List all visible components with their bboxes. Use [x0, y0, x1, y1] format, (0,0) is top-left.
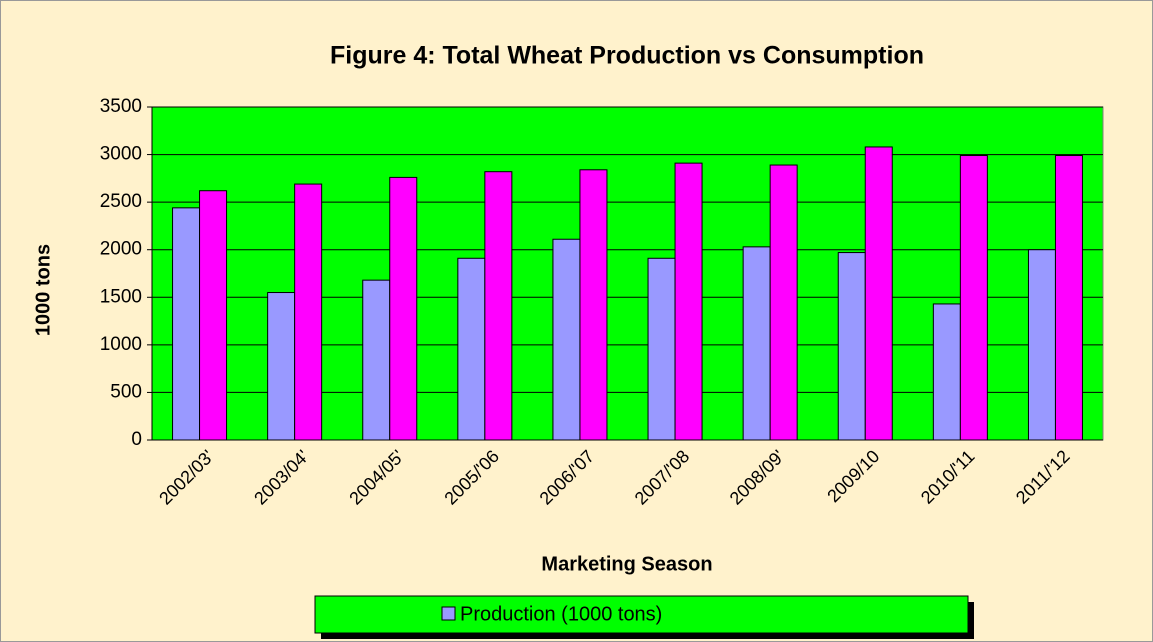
bar	[864, 146, 893, 441]
bar	[294, 183, 323, 441]
y-axis-label: 1000 tons	[32, 244, 54, 336]
bar	[199, 190, 228, 441]
bar	[484, 171, 513, 441]
bar	[1054, 155, 1083, 441]
bar	[267, 292, 296, 441]
bar	[959, 155, 988, 441]
bar	[389, 176, 418, 441]
legend-swatch	[441, 606, 456, 621]
bar	[1027, 249, 1056, 441]
bar	[552, 238, 581, 441]
bar	[932, 303, 961, 441]
y-tick-label: 1000	[100, 334, 142, 355]
bar	[837, 252, 866, 441]
y-tick-label: 2000	[100, 239, 142, 260]
y-tick-label: 0	[131, 429, 142, 450]
bar	[647, 257, 676, 441]
legend-label: Production (1000 tons)	[460, 603, 662, 625]
x-axis-label: Marketing Season	[541, 553, 712, 575]
y-tick-label: 3000	[100, 144, 142, 165]
bar	[172, 207, 201, 441]
bar	[769, 164, 798, 441]
bar	[579, 169, 608, 441]
legend-box	[314, 595, 969, 634]
bar	[742, 246, 771, 441]
y-tick-label: 2500	[100, 191, 142, 212]
bar	[362, 279, 391, 441]
bar	[674, 162, 703, 441]
bar	[457, 257, 486, 441]
y-tick-label: 3500	[100, 96, 142, 117]
y-tick-label: 500	[110, 381, 142, 402]
chart-title: Figure 4: Total Wheat Production vs Cons…	[330, 42, 924, 70]
y-tick-label: 1500	[100, 286, 142, 307]
